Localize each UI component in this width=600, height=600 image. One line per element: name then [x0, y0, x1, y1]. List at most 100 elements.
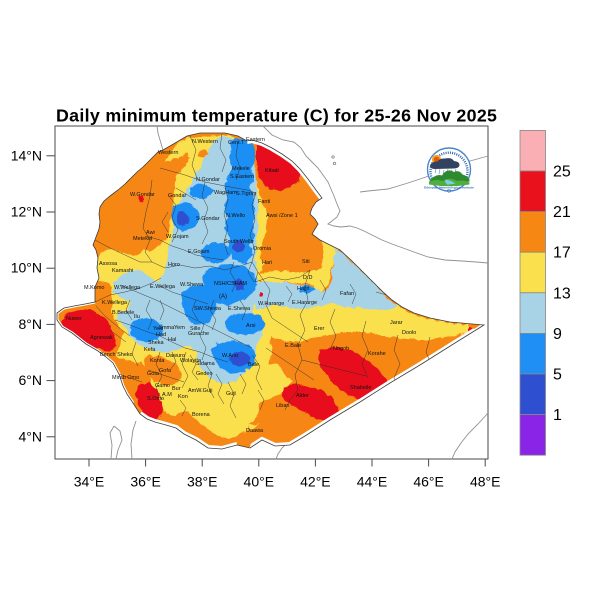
svg-text:Yem: Yem	[174, 325, 185, 331]
svg-text:W.Gojam: W.Gojam	[166, 234, 189, 240]
svg-text:Sheka: Sheka	[148, 340, 165, 346]
svg-text:Oromia: Oromia	[253, 246, 272, 252]
svg-text:Konta: Konta	[150, 358, 165, 364]
svg-text:36°E: 36°E	[130, 474, 161, 490]
svg-text:W.Arsi: W.Arsi	[222, 353, 238, 359]
svg-text:A.M: A.M	[162, 392, 172, 398]
svg-text:Kon: Kon	[178, 394, 188, 400]
svg-text:Horo: Horo	[168, 262, 180, 268]
svg-text:38°E: 38°E	[187, 474, 218, 490]
svg-text:44°E: 44°E	[357, 474, 388, 490]
svg-text:B.Bedele: B.Bedele	[112, 310, 134, 316]
svg-text:Nogob: Nogob	[333, 346, 349, 352]
svg-text:WagHam: WagHam	[214, 190, 237, 196]
svg-text:Kamashi: Kamashi	[112, 268, 133, 274]
svg-text:Mekele: Mekele	[232, 166, 250, 172]
svg-text:Alder: Alder	[296, 393, 309, 399]
svg-text:W.Gondar: W.Gondar	[130, 192, 155, 198]
svg-text:E.Gojam: E.Gojam	[188, 249, 210, 255]
svg-text:Doolo: Doolo	[402, 330, 416, 336]
svg-text:Gamo: Gamo	[155, 383, 170, 389]
svg-text:NSH/CSHAM: NSH/CSHAM	[214, 281, 247, 287]
svg-text:14°N: 14°N	[11, 147, 42, 163]
svg-text:Daawa: Daawa	[246, 428, 264, 434]
svg-text:S.Eastern: S.Eastern	[230, 174, 254, 180]
svg-text:Hari: Hari	[262, 260, 272, 266]
svg-text:Shabelle: Shabelle	[350, 385, 371, 391]
svg-text:Wolayita: Wolayita	[180, 358, 202, 364]
svg-text:Yeki: Yeki	[153, 326, 163, 332]
svg-text:Gota: Gota	[147, 371, 160, 377]
svg-text:N.Gondar: N.Gondar	[196, 177, 220, 183]
svg-text:12°N: 12°N	[11, 204, 42, 220]
svg-text:Nuwer: Nuwer	[66, 316, 82, 322]
svg-text:W.Wellega: W.Wellega	[114, 285, 141, 291]
svg-text:Arsi: Arsi	[246, 323, 255, 329]
svg-text:(A): (A)	[219, 294, 227, 300]
svg-text:Mirab Omo: Mirab Omo	[112, 375, 139, 381]
svg-text:21: 21	[553, 204, 571, 221]
svg-text:48°E: 48°E	[470, 474, 501, 490]
svg-text:Jarar: Jarar	[390, 320, 403, 326]
svg-text:42°E: 42°E	[300, 474, 331, 490]
svg-text:Liban: Liban	[276, 403, 289, 409]
svg-text:5: 5	[553, 367, 562, 384]
svg-text:Bale: Bale	[248, 362, 259, 368]
svg-text:K.Wellega: K.Wellega	[102, 300, 128, 306]
svg-text:Fanti: Fanti	[258, 199, 270, 205]
svg-text:17: 17	[553, 245, 571, 262]
svg-text:Siti: Siti	[302, 259, 310, 265]
svg-text:4°N: 4°N	[19, 428, 43, 444]
svg-text:W.Hararge: W.Hararge	[258, 301, 284, 307]
svg-text:Assosa: Assosa	[99, 261, 118, 267]
svg-text:W.Shewa: W.Shewa	[180, 282, 204, 288]
svg-text:6°N: 6°N	[19, 372, 43, 388]
svg-text:South Wello: South Wello	[224, 239, 254, 245]
svg-text:N.Western: N.Western	[192, 139, 218, 145]
svg-text:40°E: 40°E	[244, 474, 275, 490]
svg-text:E.Shewa: E.Shewa	[228, 306, 251, 312]
svg-text:M.Komo: M.Komo	[84, 285, 104, 291]
svg-text:S.Gondar: S.Gondar	[196, 216, 220, 222]
svg-text:Bur: Bur	[172, 386, 181, 392]
svg-text:D:D: D:D	[303, 275, 313, 281]
svg-text:S.Tigray: S.Tigray	[236, 191, 257, 197]
svg-text:Kibati: Kibati	[265, 168, 279, 174]
svg-text:Kefa: Kefa	[144, 347, 156, 353]
svg-text:13: 13	[553, 285, 571, 302]
svg-text:Korahe: Korahe	[368, 351, 386, 357]
svg-text:Erer: Erer	[314, 326, 325, 332]
svg-text:46°E: 46°E	[413, 474, 444, 490]
svg-text:25: 25	[553, 164, 571, 181]
svg-text:Awi: Awi	[146, 230, 155, 236]
svg-text:SW.Shewa: SW.Shewa	[194, 306, 222, 312]
svg-text:Had: Had	[156, 332, 166, 338]
svg-text:S.Omo: S.Omo	[147, 396, 164, 402]
svg-text:8°N: 8°N	[19, 316, 43, 332]
svg-text:N.Wello: N.Wello	[226, 213, 245, 219]
svg-text:Daily minimum temperature (C): Daily minimum temperature (C) for 25-26 …	[56, 106, 497, 126]
svg-text:Gurache: Gurache	[188, 331, 209, 337]
svg-text:1: 1	[553, 407, 562, 424]
svg-text:E.Hararge: E.Hararge	[292, 300, 317, 306]
svg-text:Jimma: Jimma	[158, 325, 175, 331]
svg-text:Ilu: Ilu	[134, 314, 140, 320]
svg-text:Sille: Sille	[190, 326, 200, 332]
svg-text:Eastern: Eastern	[246, 137, 265, 143]
svg-text:Gedeo: Gedeo	[196, 371, 213, 377]
svg-text:10°N: 10°N	[11, 260, 42, 276]
svg-text:Guji: Guji	[226, 391, 236, 397]
svg-text:Ethiopian Meteorological Insti: Ethiopian Meteorological Institute	[424, 186, 474, 190]
svg-text:Borena: Borena	[192, 412, 211, 418]
svg-text:9: 9	[553, 326, 562, 343]
svg-text:Western: Western	[158, 150, 178, 156]
svg-text:Hal: Hal	[168, 337, 176, 343]
svg-text:Cent.T: Cent.T	[228, 140, 245, 146]
svg-text:AmW.Guji: AmW.Guji	[188, 388, 212, 394]
svg-text:E.Wellega: E.Wellega	[150, 284, 176, 290]
svg-text:Agnewak: Agnewak	[90, 335, 113, 341]
svg-text:E.Bale: E.Bale	[285, 343, 301, 349]
svg-text:Awsi /Zone 1: Awsi /Zone 1	[266, 213, 298, 219]
svg-text:34°E: 34°E	[74, 474, 105, 490]
svg-text:Gondar: Gondar	[168, 193, 187, 199]
